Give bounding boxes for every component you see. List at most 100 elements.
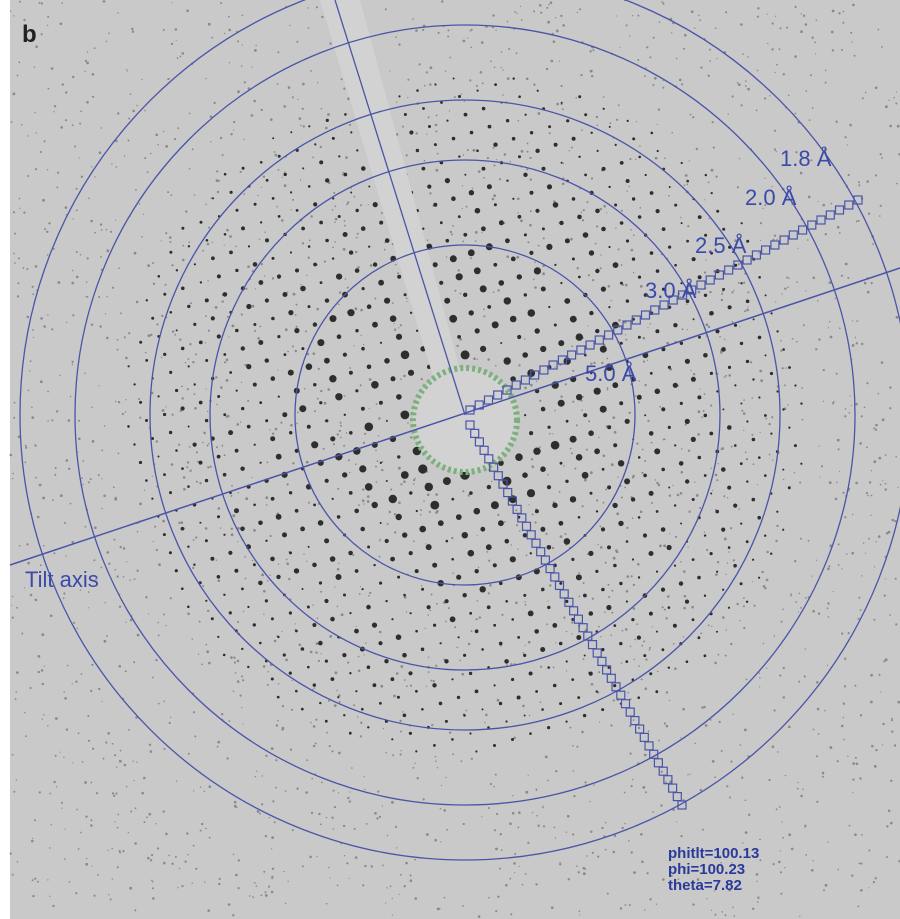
noise	[559, 863, 561, 865]
noise	[885, 105, 888, 108]
noise	[591, 683, 594, 686]
noise	[148, 334, 151, 337]
spot	[564, 538, 571, 545]
spot	[372, 322, 378, 328]
noise	[680, 561, 682, 563]
noise	[144, 490, 145, 491]
spot	[686, 660, 689, 663]
spot	[260, 462, 262, 464]
noise	[539, 446, 541, 448]
noise	[726, 574, 727, 575]
noise	[807, 239, 809, 241]
noise	[344, 225, 346, 227]
noise	[63, 757, 64, 758]
noise	[42, 497, 45, 500]
spot	[541, 407, 546, 412]
noise	[68, 419, 71, 422]
noise	[439, 908, 441, 910]
noise	[85, 816, 87, 818]
noise	[125, 357, 128, 360]
noise	[215, 306, 218, 309]
noise	[586, 449, 588, 451]
noise	[292, 462, 294, 464]
noise	[855, 337, 856, 338]
spot	[576, 333, 583, 340]
noise	[27, 316, 30, 319]
spot	[307, 425, 311, 429]
spot	[572, 137, 576, 141]
spot	[181, 227, 184, 230]
noise	[709, 60, 711, 62]
noise	[805, 90, 807, 92]
noise	[430, 680, 432, 682]
noise	[493, 147, 495, 149]
noise	[752, 581, 753, 582]
noise	[856, 220, 858, 222]
spot	[205, 359, 208, 362]
noise	[278, 683, 280, 685]
noise	[497, 896, 499, 898]
noise	[368, 204, 369, 205]
noise	[144, 157, 146, 159]
noise	[829, 481, 832, 484]
noise	[61, 808, 62, 809]
noise	[193, 790, 194, 791]
noise	[195, 353, 197, 355]
noise	[782, 837, 784, 839]
spot	[368, 186, 370, 188]
noise	[524, 387, 527, 390]
noise	[346, 862, 348, 864]
noise	[804, 675, 806, 677]
noise	[354, 345, 355, 346]
noise	[364, 433, 366, 435]
noise	[664, 722, 666, 724]
noise	[44, 666, 45, 667]
spot	[480, 346, 486, 352]
noise	[772, 745, 775, 748]
spot	[533, 448, 540, 455]
noise	[169, 722, 171, 724]
noise	[227, 316, 229, 318]
noise	[357, 233, 359, 235]
spot	[283, 292, 288, 297]
noise	[188, 358, 190, 360]
noise	[440, 808, 442, 810]
noise	[113, 539, 115, 541]
spot	[308, 546, 310, 548]
noise	[101, 567, 103, 569]
noise	[51, 67, 54, 70]
spot	[409, 130, 413, 134]
noise	[638, 401, 640, 403]
spot	[416, 89, 419, 92]
noise	[865, 553, 866, 554]
noise	[380, 539, 381, 540]
spot	[246, 364, 251, 369]
noise	[217, 191, 219, 193]
noise	[492, 198, 495, 201]
spot	[469, 612, 472, 615]
spot	[559, 582, 562, 585]
noise	[768, 779, 770, 781]
noise	[669, 495, 671, 497]
noise	[888, 531, 891, 534]
spot	[320, 281, 323, 284]
spot	[716, 571, 718, 573]
spot	[710, 493, 712, 495]
spot	[576, 394, 582, 400]
noise	[565, 533, 567, 535]
noise	[555, 642, 556, 643]
noise	[114, 754, 116, 756]
noise	[839, 232, 841, 234]
noise	[425, 628, 426, 629]
noise	[580, 74, 582, 76]
noise	[625, 284, 628, 287]
noise	[685, 174, 688, 177]
spot	[608, 246, 610, 248]
noise	[224, 33, 225, 34]
noise	[874, 765, 877, 768]
spot	[685, 600, 689, 604]
noise	[838, 564, 840, 566]
noise	[421, 585, 422, 586]
noise	[398, 502, 401, 505]
noise	[15, 698, 17, 700]
